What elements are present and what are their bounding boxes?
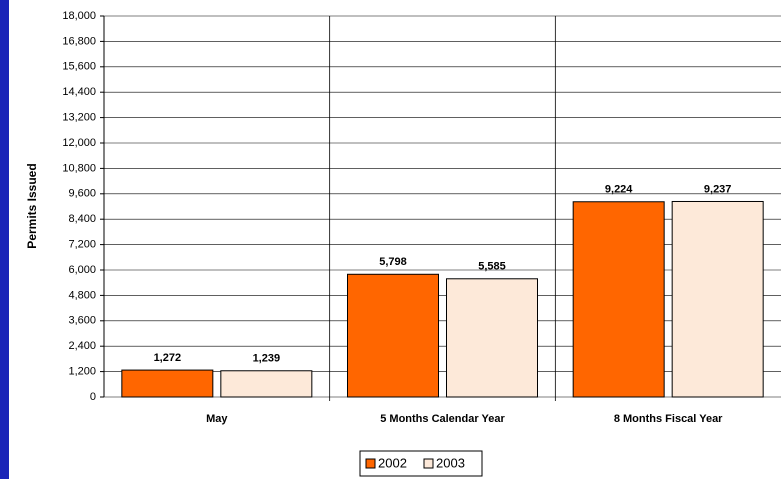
x-tick-label: 5 Months Calendar Year — [380, 413, 505, 425]
value-label: 1,272 — [154, 352, 182, 364]
y-tick-label: 7,200 — [68, 239, 96, 251]
y-tick-label: 2,400 — [68, 340, 96, 352]
x-tick-label: May — [206, 413, 228, 425]
bar — [347, 273, 439, 398]
legend-label: 2003 — [436, 455, 465, 470]
value-label: 5,585 — [478, 261, 506, 273]
y-tick-label: 3,600 — [68, 315, 96, 327]
y-tick-label: 10,800 — [62, 162, 96, 174]
y-tick-label: 12,000 — [62, 137, 96, 149]
bar — [671, 200, 764, 398]
legend-box — [359, 450, 483, 477]
value-label: 1,239 — [253, 353, 281, 365]
y-tick-label: 1,200 — [68, 366, 96, 378]
value-label: 9,237 — [704, 183, 732, 195]
y-tick-label: 13,200 — [62, 112, 96, 124]
legend-swatch — [365, 458, 376, 469]
y-axis-label: Permits Issued — [25, 163, 39, 248]
bar — [121, 369, 214, 398]
value-label: 5,798 — [379, 256, 407, 268]
y-tick-label: 16,800 — [62, 35, 96, 47]
x-tick-label: 8 Months Fiscal Year — [614, 413, 723, 425]
y-tick-label: 14,400 — [62, 86, 96, 98]
bar — [446, 278, 538, 398]
y-tick-label: 0 — [90, 391, 96, 403]
y-tick-label: 15,600 — [62, 61, 96, 73]
legend-swatch — [423, 458, 434, 469]
y-tick-label: 8,400 — [68, 213, 96, 225]
bar — [220, 370, 313, 398]
y-tick-label: 4,800 — [68, 289, 96, 301]
y-tick-label: 9,600 — [68, 188, 96, 200]
legend-label: 2002 — [378, 455, 407, 470]
value-label: 9,224 — [605, 184, 633, 196]
bar — [572, 201, 665, 398]
y-tick-label: 18,000 — [62, 10, 96, 22]
side-strip — [0, 0, 9, 479]
y-tick-label: 6,000 — [68, 264, 96, 276]
